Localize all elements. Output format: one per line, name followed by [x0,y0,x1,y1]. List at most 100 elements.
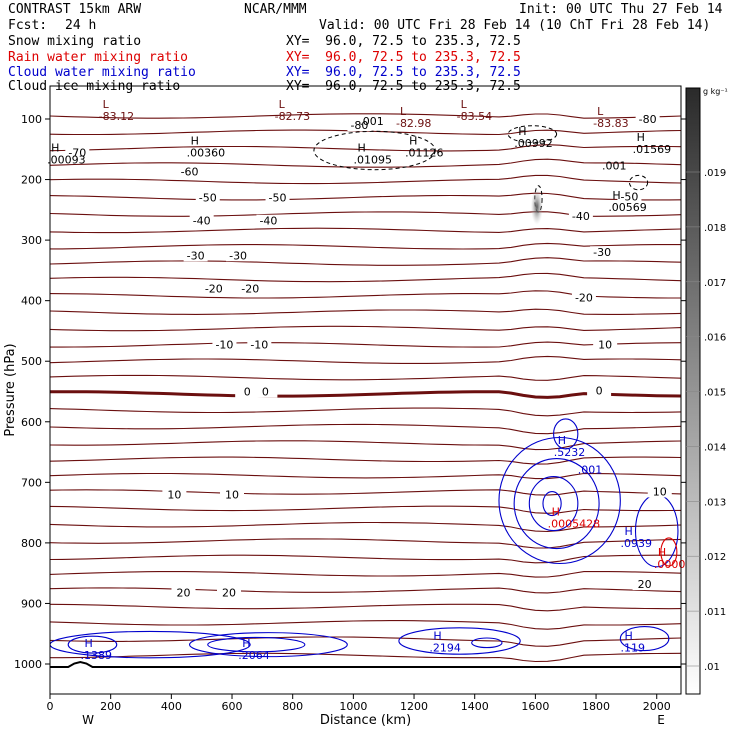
header-field-rain-xy: XY= 96.0, 72.5 to 235.3, 72.5 [286,50,521,65]
temperature-label-bg [235,385,260,398]
temperature-label-bg [635,113,660,125]
temperature-contour-line [50,538,681,549]
temperature-contour-line [50,456,681,465]
cloud-water-contour [398,627,521,655]
cloud-water-contour [67,635,118,654]
y-tick-label: 800 [21,537,42,550]
extremum-marker: L [400,105,407,118]
temperature-contour-label: 20 [176,587,190,600]
extremum-marker: H [84,637,92,650]
extremum-value: .5232 [554,446,586,459]
x-tick-label: 2000 [643,700,671,713]
cloud-water-contour [498,436,621,565]
temperature-label-bg [226,249,251,262]
extremum-value: .01569 [633,143,672,156]
temperature-contour-label: 0 [244,386,251,399]
extremum-marker: H [624,525,632,538]
temperature-contour-line [50,390,681,399]
temperature-contour-line [50,325,681,332]
temperature-label-bg [65,146,90,159]
temperature-contour-line [50,571,681,578]
extremum-value: -83.54 [457,110,492,123]
west-end-label: W [82,713,94,727]
extremum-marker: H [191,134,199,147]
y-axis-label: Pressure (hPa) [3,343,18,436]
cloud-ice-contour [313,130,436,171]
temperature-contour-line [50,242,681,250]
extremum-value: -83.83 [593,117,628,130]
temperature-contour-line [50,272,681,283]
temperature-label-bg [216,586,241,599]
temperature-contour-line [50,652,681,663]
temperature-contour-label: 10 [598,338,612,351]
temperature-label-bg [201,282,226,295]
extremum-value: -82.98 [396,117,431,130]
temperature-contour-line [50,587,681,594]
temperature-contour-line [50,554,681,564]
y-tick-label: 400 [21,295,42,308]
temperature-contour-label: -20 [205,283,223,296]
x-tick-label: 1800 [582,700,610,713]
cloud-water-contour [634,494,679,568]
colorbar-tick-label: .017 [704,278,726,289]
temperature-contour-label: 20 [638,578,652,591]
x-axis-label: Distance (km) [320,713,411,728]
temperature-contour-label: -40 [259,215,277,228]
temperature-contour-label: 10 [225,488,239,501]
temperature-label-bg [265,191,290,204]
colorbar-tick-label: .016 [704,333,726,344]
header-field-cloud-water-xy: XY= 96.0, 72.5 to 235.3, 72.5 [286,65,521,80]
colorbar-unit: g kg⁻¹ [703,87,728,96]
cloud-water-contour [528,475,579,532]
header-model: CONTRAST 15km ARW [8,2,142,17]
cloud-water-contour [542,490,562,517]
extremum-marker: H [433,630,441,643]
temperature-contour-label: 0 [262,386,269,399]
temperature-contour-line [50,257,681,266]
extremum-marker: H [637,131,645,144]
contour-value-label: .001 [359,115,384,128]
temperature-label-bg [590,246,615,259]
extremum-value: .00093 [47,154,86,167]
temperature-label-bg [247,338,272,351]
cloud-water-contour [207,636,306,653]
rain-water-contour [660,537,678,567]
cloud-water-contour [513,457,600,550]
temperature-contour-label: -10 [250,338,268,351]
temperature-label-bg [162,488,187,501]
y-tick-label: 700 [21,476,42,489]
extremum-value: .0000 [654,558,686,571]
temperature-label-bg [253,385,278,398]
temperature-contour-label: -80 [350,119,368,132]
temperature-label-bg [647,485,672,498]
temperature-contour-line [50,505,681,514]
temperature-contour-label: -30 [187,249,205,262]
temperature-contour-label: -80 [639,113,657,126]
y-tick-label: 500 [21,355,42,368]
x-tick-label: 1400 [461,700,489,713]
x-tick-label: 800 [282,700,303,713]
temperature-label-bg [189,214,214,227]
x-tick-label: 0 [47,700,54,713]
extremum-marker: H [242,637,250,650]
colorbar [685,87,701,695]
y-tick-label: 900 [21,597,42,610]
extremum-marker: H [624,630,632,643]
temperature-contour-label: 10 [167,488,181,501]
extremum-marker: L [103,98,110,111]
header-init: Init: 00 UTC Thu 27 Feb 14 [519,2,723,17]
cloud-ice-contour [628,174,649,191]
colorbar-tick-label: .013 [704,497,726,508]
colorbar-tick-label: .01 [704,662,720,673]
temperature-contour-line [50,423,681,435]
x-tick-label: 600 [222,700,243,713]
extremum-marker: H [552,505,560,518]
temperature-contour-label: -50 [269,192,287,205]
temperature-contour-line [50,174,681,185]
temperature-label-bg [347,119,372,132]
header-org: NCAR/MMM [244,2,307,17]
header-fcst-value: 24 h [65,18,97,33]
extremum-value: .0005428 [548,517,601,530]
extremum-value: .00569 [608,201,647,214]
